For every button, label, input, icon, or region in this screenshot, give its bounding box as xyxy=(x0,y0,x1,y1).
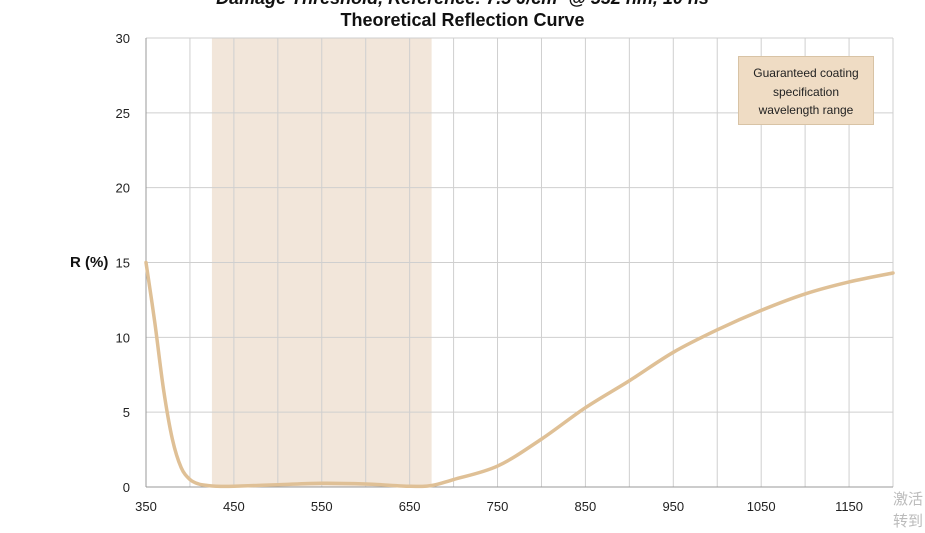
y-axis-label: R (%) xyxy=(70,254,109,271)
x-tick-label: 950 xyxy=(662,499,684,514)
range-annotation: Guaranteed coating specification wavelen… xyxy=(738,56,874,125)
x-tick-label: 1150 xyxy=(835,499,863,514)
y-tick-label: 20 xyxy=(116,181,130,196)
y-tick-label: 25 xyxy=(116,106,130,121)
y-tick-label: 5 xyxy=(123,405,130,420)
reflection-curve xyxy=(144,260,895,489)
annotation-line-3: wavelength range xyxy=(758,103,854,117)
x-tick-label: 350 xyxy=(135,499,157,514)
y-tick-label: 30 xyxy=(116,31,130,46)
watermark: 激活 转到 xyxy=(893,491,924,530)
x-tick-label: 650 xyxy=(399,499,421,514)
clipped-chart-title: Damage Threshold, Reference: 7.5 J/cm² @… xyxy=(0,0,925,9)
x-tick-label: 850 xyxy=(575,499,597,514)
x-tick-label: 450 xyxy=(223,499,245,514)
y-tick-label: 10 xyxy=(116,330,130,345)
x-tick-label: 1050 xyxy=(747,499,776,514)
y-tick-label: 15 xyxy=(116,256,130,271)
x-tick-label: 550 xyxy=(311,499,333,514)
annotation-line-2: specification xyxy=(772,84,840,99)
x-tick-label: 750 xyxy=(487,499,509,514)
annotation-line-1: Guaranteed coating xyxy=(753,66,859,80)
chart-title: Theoretical Reflection Curve xyxy=(340,10,585,30)
y-tick-label: 0 xyxy=(123,480,130,495)
